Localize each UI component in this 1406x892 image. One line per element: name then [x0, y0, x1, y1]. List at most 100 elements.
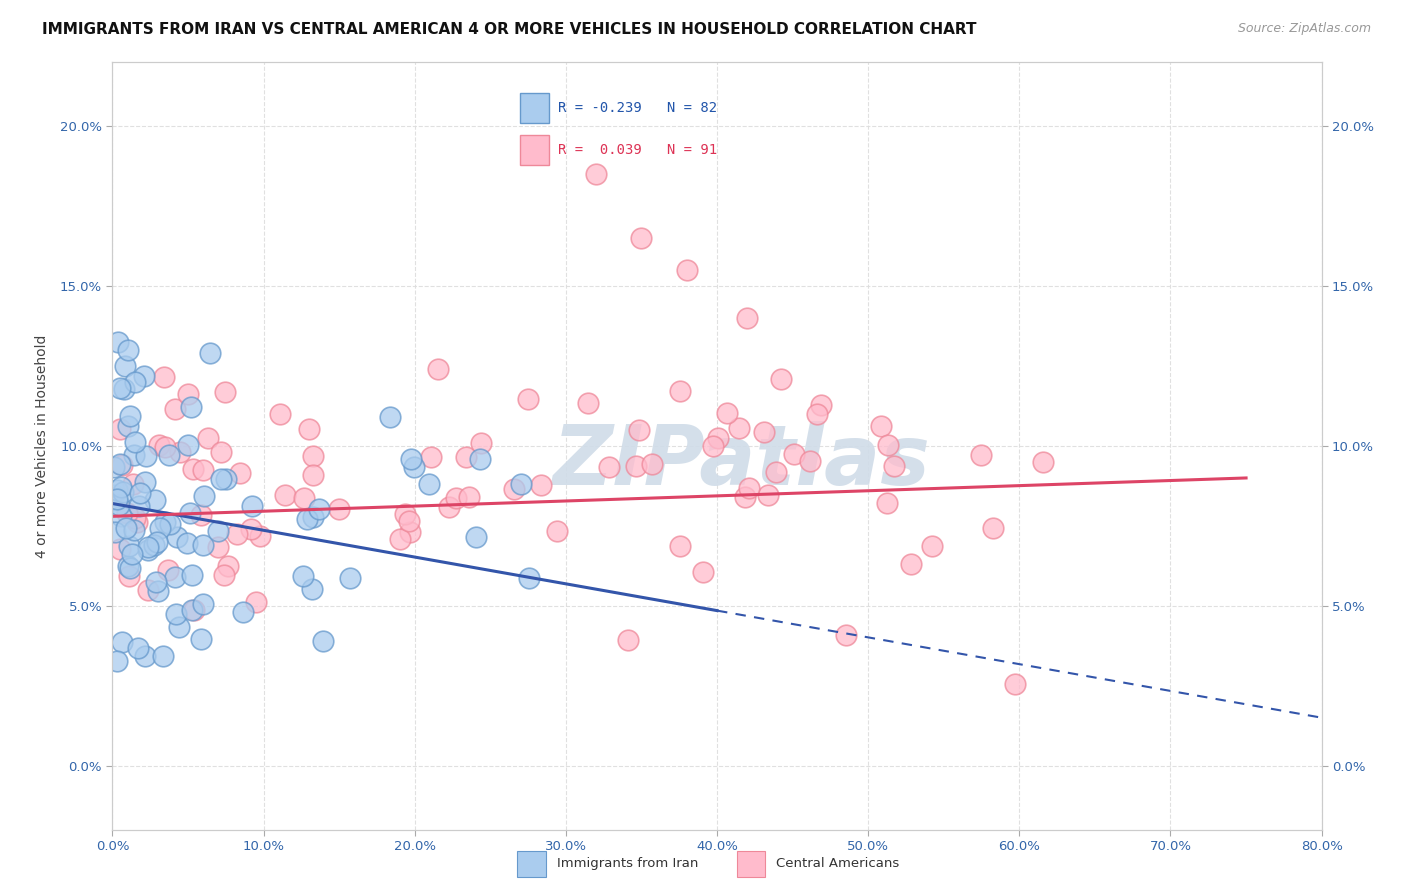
Point — [104, 525, 127, 540]
Point — [676, 263, 699, 277]
Point — [292, 491, 315, 505]
Point — [124, 434, 146, 449]
Point — [146, 584, 169, 599]
Text: IMMIGRANTS FROM IRAN VS CENTRAL AMERICAN 4 OR MORE VEHICLES IN HOUSEHOLD CORRELA: IMMIGRANTS FROM IRAN VS CENTRAL AMERICAN… — [42, 22, 977, 37]
Point — [728, 421, 751, 435]
Point — [274, 488, 297, 502]
Point — [197, 431, 219, 445]
Point — [114, 359, 136, 373]
Point — [576, 396, 599, 410]
Point — [245, 595, 267, 609]
Point — [641, 458, 664, 472]
Point — [292, 569, 315, 583]
Point — [118, 569, 141, 583]
Point — [149, 521, 172, 535]
Point — [737, 311, 759, 326]
Point — [112, 382, 135, 396]
Point — [107, 334, 129, 349]
Point — [198, 346, 221, 360]
Point — [190, 508, 212, 523]
Point — [240, 499, 263, 513]
Point — [117, 558, 139, 573]
Point — [117, 343, 139, 357]
Point — [105, 491, 128, 506]
Point — [470, 435, 492, 450]
Point — [585, 167, 607, 181]
Point — [134, 475, 156, 490]
Point — [876, 438, 898, 452]
Point — [302, 449, 325, 463]
Point — [810, 398, 832, 412]
Point — [530, 478, 553, 492]
Point — [111, 485, 134, 500]
Point — [122, 448, 145, 462]
Point — [217, 559, 239, 574]
Point — [402, 459, 425, 474]
Point — [1004, 677, 1026, 691]
Point — [239, 522, 262, 536]
Point — [502, 482, 524, 496]
Point — [177, 387, 200, 401]
Point — [398, 514, 420, 528]
Point — [232, 605, 254, 619]
Point — [339, 570, 361, 584]
Point — [546, 524, 568, 538]
Point — [516, 392, 538, 406]
Point — [509, 477, 531, 491]
Point — [207, 540, 229, 554]
Point — [876, 495, 898, 509]
Point — [153, 440, 176, 454]
Point — [900, 558, 922, 572]
Y-axis label: 4 or more Vehicles in Household: 4 or more Vehicles in Household — [35, 334, 49, 558]
Point — [165, 569, 187, 583]
Point — [669, 540, 692, 554]
Point — [765, 465, 787, 479]
Point — [209, 472, 232, 486]
Point — [105, 654, 128, 668]
Point — [191, 597, 214, 611]
Point — [153, 515, 176, 529]
Point — [108, 382, 131, 396]
Point — [152, 648, 174, 663]
Point — [117, 506, 139, 520]
Point — [398, 525, 420, 540]
Point — [669, 384, 692, 399]
Point — [191, 538, 214, 552]
Point — [122, 477, 145, 491]
Point — [869, 418, 891, 433]
Point — [394, 508, 416, 522]
FancyBboxPatch shape — [737, 851, 765, 877]
Point — [626, 459, 648, 474]
Point — [165, 607, 187, 621]
Point — [707, 431, 730, 445]
Point — [734, 490, 756, 504]
Point — [127, 641, 149, 656]
Point — [970, 448, 993, 462]
Point — [157, 448, 180, 462]
Point — [191, 463, 214, 477]
Point — [169, 445, 191, 459]
Point — [209, 444, 232, 458]
Point — [312, 634, 335, 648]
Point — [181, 461, 204, 475]
Point — [298, 422, 321, 436]
Point — [148, 438, 170, 452]
Point — [981, 521, 1004, 535]
Point — [124, 523, 146, 537]
Point — [1032, 454, 1054, 468]
Point — [105, 483, 128, 497]
Point — [166, 530, 188, 544]
Point — [835, 628, 858, 642]
Point — [177, 438, 200, 452]
Point — [124, 511, 146, 525]
Point — [921, 539, 943, 553]
Point — [616, 633, 638, 648]
Point — [752, 425, 775, 439]
Point — [783, 447, 806, 461]
Point — [692, 565, 714, 579]
Point — [465, 530, 488, 544]
Point — [738, 481, 761, 495]
Text: Immigrants from Iran: Immigrants from Iran — [557, 856, 699, 870]
Point — [702, 439, 724, 453]
Point — [302, 510, 325, 524]
